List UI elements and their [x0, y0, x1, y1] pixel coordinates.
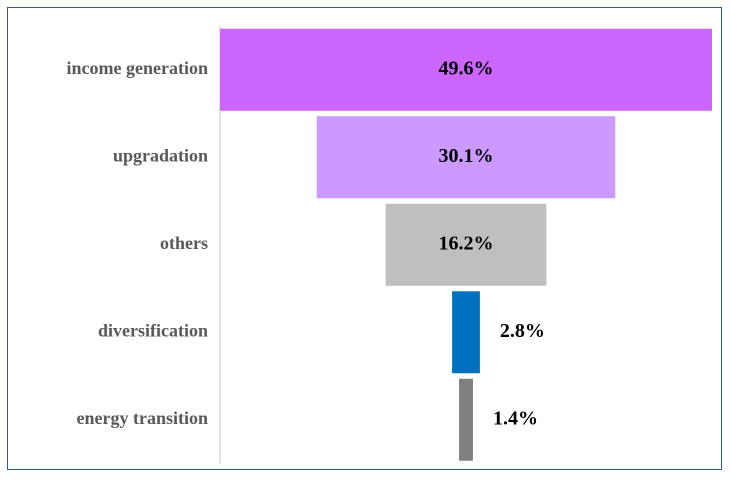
bar-upgradation — [316, 116, 616, 199]
funnel-chart: income generation upgradation others divers… — [67, 26, 712, 464]
bar-income-generation — [220, 28, 712, 111]
value-label-income-generation: 49.6% — [439, 57, 494, 79]
bar-diversification — [452, 291, 480, 374]
value-label-diversification: 2.8% — [500, 320, 545, 342]
bar-group — [220, 28, 712, 461]
category-labels: income generation upgradation others divers… — [67, 58, 208, 428]
category-label-diversification: diversification — [98, 320, 208, 340]
category-label-income-generation: income generation — [67, 58, 208, 78]
bar-others — [385, 203, 547, 286]
category-label-upgradation: upgradation — [113, 145, 208, 165]
value-labels: 49.6% 30.1% 16.2% 2.8% 1.4% — [439, 57, 545, 429]
value-label-energy-transition: 1.4% — [493, 407, 538, 429]
value-label-upgradation: 30.1% — [439, 145, 494, 167]
value-label-others: 16.2% — [439, 232, 494, 254]
category-label-energy-transition: energy transition — [77, 408, 208, 428]
bar-energy-transition — [459, 378, 473, 461]
category-label-others: others — [160, 233, 208, 253]
chart-frame: income generation upgradation others divers… — [7, 7, 722, 470]
